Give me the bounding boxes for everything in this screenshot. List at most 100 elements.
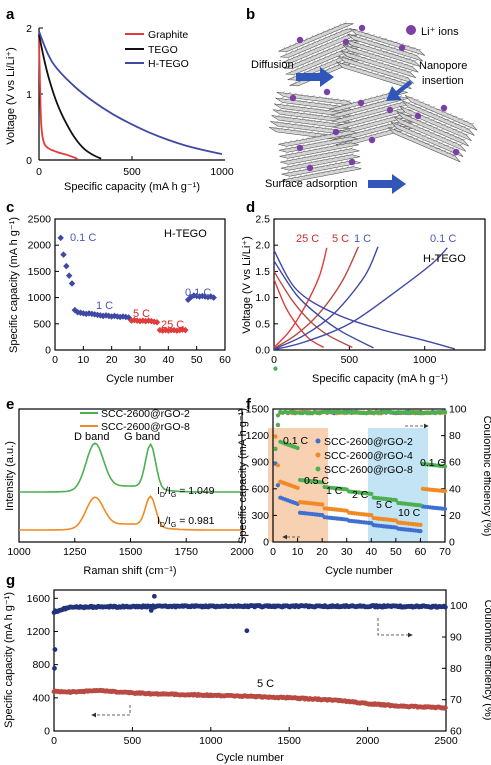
panel-b-schematic: Li⁺ ions Diffusion Nanopore insertion Su…	[251, 19, 479, 194]
e-legend-rgo8: SCC-2600@rGO-8	[101, 421, 190, 433]
f-efficiency-point	[443, 410, 447, 414]
a-legend: Graphite TEGO H-TEGO	[125, 29, 189, 70]
f-rate-label: 0.1 C	[283, 435, 309, 447]
g-xtick: 1000	[199, 735, 223, 747]
e-xtick: 1250	[63, 546, 87, 558]
li-ion-icon	[349, 159, 355, 165]
panel-g: 0 500 1000 1500 2000 250004008001200160060708…	[3, 590, 491, 764]
a-xtick: 0	[36, 166, 42, 178]
f-xtick: 20	[316, 546, 328, 558]
g-y2label: Coulombic efficiency (%)	[482, 600, 491, 721]
b-surface-label: Surface adsorption	[265, 178, 357, 190]
e-legend-rgo2: SCC-2600@rGO-2	[101, 408, 190, 420]
e-ratio-label: ID/IG = 1.049	[157, 485, 215, 499]
a-legend-graphite: Graphite	[148, 29, 188, 41]
f-xtick: 60	[415, 546, 427, 558]
d-xlabel: Specific capacity (mA h g⁻¹)	[312, 373, 448, 385]
c-xtick: 60	[219, 354, 231, 366]
d-ytick: 2.0	[255, 240, 270, 252]
c-ytick: 2500	[28, 214, 52, 226]
a-series-graphite	[39, 35, 77, 160]
f-xtick: 0	[270, 546, 276, 558]
li-ion-icon	[343, 39, 349, 45]
g-xlabel: Cycle number	[216, 752, 284, 764]
c-rate-label: 0.1 C	[185, 287, 211, 299]
f-xtick: 40	[365, 546, 377, 558]
f-ytick: 100	[449, 404, 467, 416]
d-ytick: 0.5	[255, 318, 270, 330]
f-ytick: 0	[449, 537, 455, 549]
f-rate-label: 2 C	[352, 489, 369, 501]
f-ytick: 1500	[246, 404, 270, 416]
c-ytick: 0	[45, 345, 51, 357]
li-ion-icon	[290, 95, 296, 101]
panel-a: 0 1 2 0 500 1000 Specific capacity (mA h…	[5, 23, 234, 193]
a-ytick: 2	[26, 23, 32, 35]
f-efficiency-point	[273, 447, 277, 451]
f-capacity-point	[276, 483, 280, 487]
e-xlabel: Raman shift (cm⁻¹)	[83, 565, 176, 577]
panel-label-g: g	[6, 572, 15, 589]
a-legend-htego: H-TEGO	[148, 58, 189, 70]
f-xtick: 30	[341, 546, 353, 558]
f-rate-label: 10 C	[398, 507, 421, 519]
f-capacity-point	[418, 529, 422, 533]
c-data-point	[60, 251, 67, 258]
g-ytick: 400	[32, 692, 50, 704]
f-ylabel: Specific capacity (mA h g⁻¹)	[237, 408, 249, 544]
d-series-label: 1 C	[354, 233, 371, 245]
a-ytick: 0	[26, 155, 32, 167]
c-ytick: 2000	[28, 240, 52, 252]
panel-d: 0 500 1000 0.0 0.5 1.0 1.5 2.0 2.5 Specific capa…	[241, 214, 485, 386]
c-ytick: 1000	[28, 292, 52, 304]
f-legend-rgo8: SCC-2600@rGO-8	[324, 464, 413, 476]
f-ytick: 0	[263, 537, 269, 549]
g-xtick: 500	[124, 735, 142, 747]
c-rate-label: 1 C	[96, 300, 113, 312]
g-ytick: 1200	[27, 626, 51, 638]
d-series-label: 5 C	[332, 233, 349, 245]
li-ion-icon	[297, 37, 303, 43]
a-xlabel: Specific capacity (mA h g⁻¹)	[64, 181, 200, 193]
g-ytick: 80	[450, 663, 462, 675]
f-legend-rgo2: SCC-2600@rGO-2	[324, 436, 413, 448]
c-xtick: 10	[77, 354, 89, 366]
g-efficiency-outlier	[152, 594, 157, 599]
panel-label-d: d	[246, 199, 255, 216]
f-ytick: 1200	[246, 430, 270, 442]
g-arrow-right-icon	[378, 618, 412, 635]
f-capacity-point	[276, 463, 280, 467]
e-ratio-label: ID/IG = 0.981	[157, 515, 215, 529]
d-xtick: 1000	[413, 354, 437, 366]
b-ions-label: Li⁺ ions	[421, 26, 459, 38]
d-series-label: 0.1 C	[430, 233, 456, 245]
g-xtick: 0	[51, 735, 57, 747]
f-ytick: 20	[449, 510, 461, 522]
e-xtick: 1500	[119, 546, 143, 558]
li-ion-icon	[307, 165, 313, 171]
b-nanopore-label-2: insertion	[422, 75, 464, 87]
c-title: H-TEGO	[164, 228, 207, 240]
li-ion-icon	[369, 137, 375, 143]
f-capacity-point	[443, 489, 447, 493]
f-ytick: 600	[251, 483, 269, 495]
f-legend: SCC-2600@rGO-2 SCC-2600@rGO-4 SCC-2600@r…	[316, 436, 414, 476]
a-ylabel: Voltage (V vs Li/Li⁺)	[5, 47, 17, 145]
g-ytick: 60	[450, 726, 462, 738]
d-series-label: 25 C	[296, 233, 319, 245]
b-nanopore-label-1: Nanopore	[419, 60, 467, 72]
c-data-point	[66, 272, 73, 279]
panel-label-a: a	[6, 6, 15, 23]
d-ytick: 0.0	[255, 345, 270, 357]
a-ytick: 1	[26, 89, 32, 101]
c-xtick: 30	[134, 354, 146, 366]
f-capacity-point	[295, 486, 299, 490]
li-ion-icon	[333, 129, 339, 135]
c-xtick: 0	[52, 354, 58, 366]
f-capacity-point	[369, 492, 373, 496]
g-ytick: 800	[32, 659, 50, 671]
a-legend-tego: TEGO	[148, 44, 178, 56]
f-capacity-point	[418, 523, 422, 527]
panel-label-b: b	[246, 6, 255, 23]
